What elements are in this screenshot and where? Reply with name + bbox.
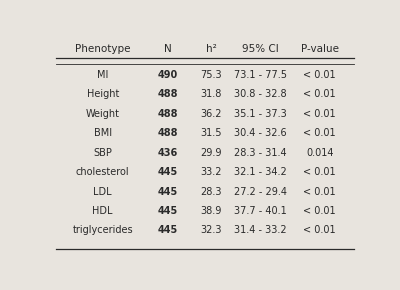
Text: 445: 445 [158,206,178,216]
Text: 488: 488 [158,89,178,99]
Text: 36.2: 36.2 [200,109,222,119]
Text: LDL: LDL [93,186,112,197]
Text: < 0.01: < 0.01 [303,186,336,197]
Text: 445: 445 [158,225,178,235]
Text: 31.4 - 33.2: 31.4 - 33.2 [234,225,287,235]
Text: 445: 445 [158,167,178,177]
Text: Weight: Weight [86,109,120,119]
Text: < 0.01: < 0.01 [303,206,336,216]
Text: 33.2: 33.2 [200,167,222,177]
Text: 31.5: 31.5 [200,128,222,138]
Text: HDL: HDL [92,206,113,216]
Text: cholesterol: cholesterol [76,167,130,177]
Text: 28.3: 28.3 [200,186,222,197]
Text: 37.7 - 40.1: 37.7 - 40.1 [234,206,287,216]
Text: 488: 488 [158,109,178,119]
Text: h²: h² [206,44,216,54]
Text: Phenotype: Phenotype [75,44,130,54]
Text: 73.1 - 77.5: 73.1 - 77.5 [234,70,287,80]
Text: 95% CI: 95% CI [242,44,279,54]
Text: Height: Height [86,89,119,99]
Text: < 0.01: < 0.01 [303,128,336,138]
Text: 490: 490 [158,70,178,80]
Text: < 0.01: < 0.01 [303,167,336,177]
Text: 488: 488 [158,128,178,138]
Text: P-value: P-value [301,44,339,54]
Text: < 0.01: < 0.01 [303,109,336,119]
Text: 32.3: 32.3 [200,225,222,235]
Text: 436: 436 [158,148,178,158]
Text: 75.3: 75.3 [200,70,222,80]
Text: triglycerides: triglycerides [72,225,133,235]
Text: SBP: SBP [93,148,112,158]
Text: MI: MI [97,70,108,80]
Text: < 0.01: < 0.01 [303,225,336,235]
Text: 38.9: 38.9 [200,206,222,216]
Text: 445: 445 [158,186,178,197]
Text: 27.2 - 29.4: 27.2 - 29.4 [234,186,287,197]
Text: 31.8: 31.8 [200,89,222,99]
Text: 28.3 - 31.4: 28.3 - 31.4 [234,148,287,158]
Text: 35.1 - 37.3: 35.1 - 37.3 [234,109,287,119]
Text: 29.9: 29.9 [200,148,222,158]
Text: N: N [164,44,172,54]
Text: 0.014: 0.014 [306,148,334,158]
Text: BMI: BMI [94,128,112,138]
Text: 30.4 - 32.6: 30.4 - 32.6 [234,128,287,138]
Text: 30.8 - 32.8: 30.8 - 32.8 [234,89,287,99]
Text: < 0.01: < 0.01 [303,70,336,80]
Text: 32.1 - 34.2: 32.1 - 34.2 [234,167,287,177]
Text: < 0.01: < 0.01 [303,89,336,99]
